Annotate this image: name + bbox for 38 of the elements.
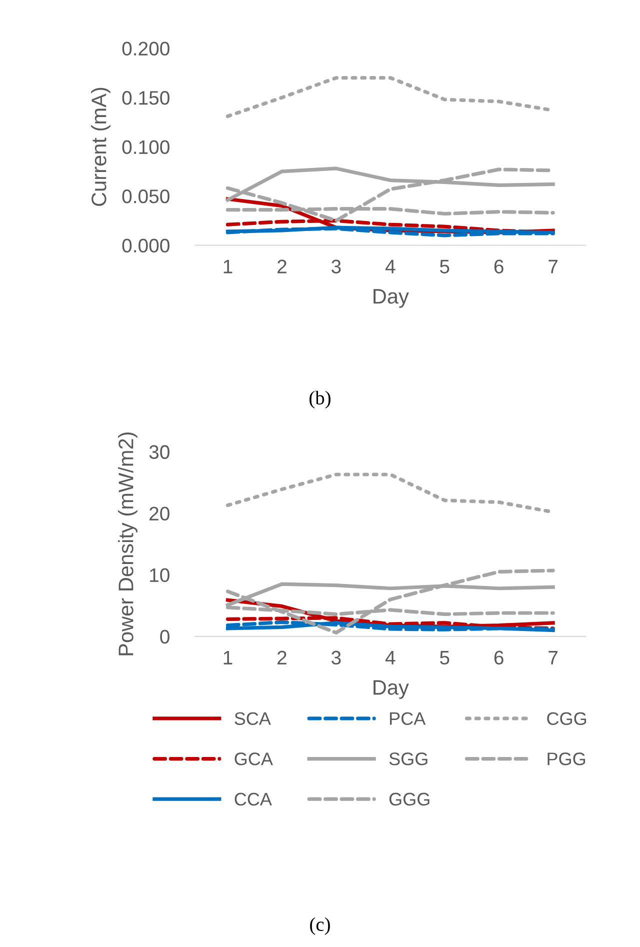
text: (c) xyxy=(310,917,330,935)
y-tick-label: 0.150 xyxy=(122,91,170,105)
legend-label: CGG xyxy=(547,712,586,725)
x-tick-label: 2 xyxy=(278,260,286,274)
y-tick-label: 0.000 xyxy=(122,238,170,253)
x-axis-title: Day xyxy=(374,289,409,308)
x-tick-label: 5 xyxy=(440,650,450,665)
y-tick-label: 0.050 xyxy=(122,189,170,204)
legend-label: SCA xyxy=(234,712,271,725)
y-tick-label: 10 xyxy=(150,568,170,582)
x-tick-label: 7 xyxy=(548,260,558,274)
y-tick-label: 0.200 xyxy=(122,42,170,56)
x-tick-label: 1 xyxy=(224,260,232,274)
x-axis-title: Day xyxy=(374,680,409,699)
x-tick-label: 3 xyxy=(332,650,341,665)
x-tick-label: 1 xyxy=(224,650,232,664)
y-tick-label: 20 xyxy=(150,506,170,521)
legend-label: PGG xyxy=(548,752,586,766)
x-tick-label: 3 xyxy=(332,260,341,274)
y-tick-label: 0.100 xyxy=(122,140,170,154)
x-tick-label: 7 xyxy=(548,650,558,664)
x-tick-label: 4 xyxy=(385,650,396,664)
legend-label: PCA xyxy=(390,712,426,725)
x-tick-label: 6 xyxy=(494,260,504,274)
y-tick-label: 30 xyxy=(149,445,170,459)
y-axis-title: Current (mA) xyxy=(91,88,110,206)
legend-label: SGG xyxy=(389,752,428,766)
legend-label: CCA xyxy=(234,792,272,806)
x-tick-label: 6 xyxy=(494,650,504,665)
legend-label: GCA xyxy=(234,752,273,766)
legend-label: GGG xyxy=(389,792,430,806)
y-axis-title: Power Density (mW/m2) xyxy=(118,432,138,656)
x-tick-label: 4 xyxy=(385,260,396,274)
text: (b) xyxy=(310,390,330,408)
x-tick-label: 5 xyxy=(440,260,450,274)
y-tick-label: 0 xyxy=(160,630,170,644)
line-series xyxy=(226,568,555,634)
x-tick-label: 2 xyxy=(278,650,286,664)
